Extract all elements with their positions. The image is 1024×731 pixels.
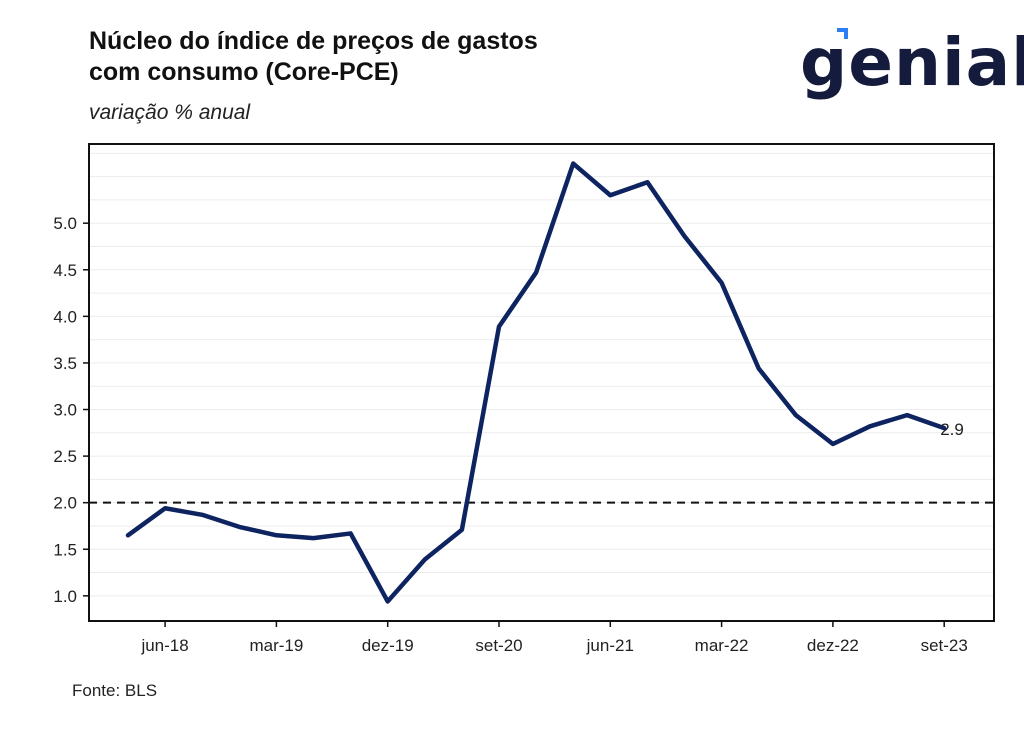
logo-wordmark: genial	[800, 24, 1024, 101]
x-tick-label: set-23	[921, 636, 968, 655]
genial-logo: genial	[800, 20, 1024, 110]
logo-accent-mark	[837, 28, 848, 39]
chart-title: Núcleo do índice de preços de gastos com…	[89, 26, 689, 88]
x-tick-label: dez-22	[807, 636, 859, 655]
chart-title-line-1: Núcleo do índice de preços de gastos	[89, 27, 538, 55]
source-note: Fonte: BLS	[72, 681, 158, 700]
x-tick-label: mar-22	[695, 636, 749, 655]
y-tick-label: 3.5	[53, 354, 77, 373]
x-tick-label: jun-18	[140, 636, 188, 655]
y-tick-label: 4.5	[53, 261, 77, 280]
y-tick-label: 1.0	[53, 587, 77, 606]
last-value-label: 2.9	[940, 420, 964, 439]
y-tick-label: 4.0	[53, 307, 77, 326]
x-tick-label: dez-19	[362, 636, 414, 655]
y-tick-label: 1.5	[53, 540, 77, 559]
chart-subtitle: variação % anual	[89, 101, 251, 124]
y-tick-label: 2.5	[53, 447, 77, 466]
x-tick-label: set-20	[475, 636, 522, 655]
chart-title-line-2: com consumo (Core-PCE)	[89, 58, 399, 86]
x-tick-label: jun-21	[586, 636, 634, 655]
y-tick-label: 3.0	[53, 401, 77, 420]
plot-frame	[88, 143, 995, 622]
x-tick-label: mar-19	[249, 636, 303, 655]
y-tick-label: 5.0	[53, 214, 77, 233]
series-line	[125, 161, 947, 604]
y-tick-label: 2.0	[53, 494, 77, 513]
